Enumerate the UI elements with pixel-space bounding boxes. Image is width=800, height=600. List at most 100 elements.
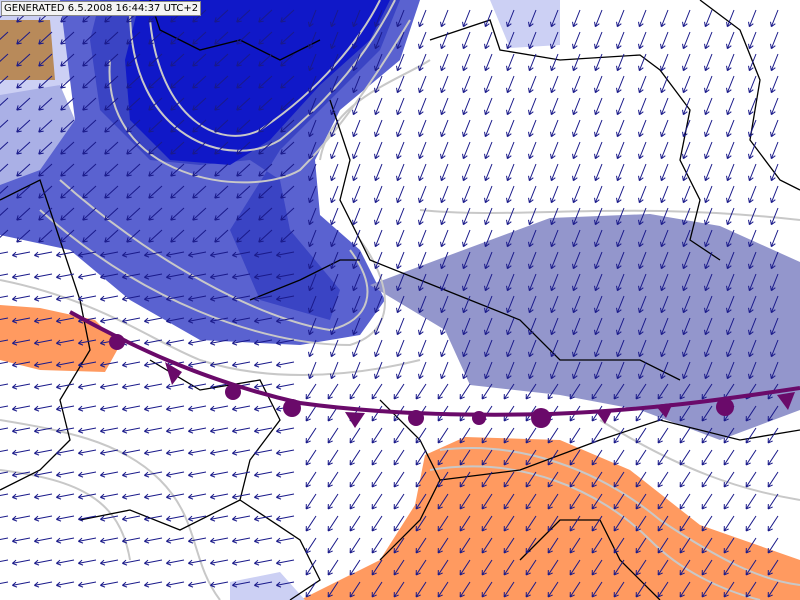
wind-arrow: [572, 317, 581, 336]
wind-arrow: [0, 581, 9, 585]
wind-arrow: [462, 251, 471, 270]
wind-arrow: [148, 141, 163, 155]
wind-arrow: [616, 9, 625, 28]
wind-arrow: [38, 53, 53, 67]
wind-arrow: [330, 339, 339, 358]
wind-arrow: [569, 559, 581, 576]
wind-arrow: [660, 273, 669, 292]
wind-arrow: [308, 53, 317, 72]
wind-arrow: [209, 471, 229, 478]
warm-symbol: [716, 398, 734, 416]
wind-arrow: [770, 317, 779, 336]
wind-arrow: [459, 427, 471, 444]
wind-arrow: [0, 515, 9, 519]
wind-arrow: [770, 163, 779, 182]
wind-arrow: [481, 449, 493, 466]
wind-arrow: [214, 53, 229, 67]
wind-arrow: [258, 75, 273, 89]
wind-arrow: [594, 317, 603, 336]
wind-arrow: [82, 31, 97, 45]
wind-arrow: [726, 273, 735, 292]
wind-arrow: [550, 339, 559, 358]
wind-arrow: [616, 141, 625, 160]
field-brown: [0, 20, 55, 80]
wind-arrow: [767, 537, 779, 554]
wind-arrow: [635, 471, 647, 488]
wind-arrow: [143, 493, 163, 500]
wind-arrow: [253, 471, 273, 478]
wind-arrow: [682, 31, 691, 50]
wind-arrow: [305, 449, 317, 466]
wind-arrow: [192, 53, 207, 67]
warm-symbol: [408, 410, 424, 426]
wind-arrow: [525, 581, 537, 598]
wind-arrow: [148, 119, 163, 133]
wind-arrow: [99, 515, 119, 522]
wind-arrow: [569, 471, 581, 488]
wind-arrow: [143, 515, 163, 522]
wind-arrow: [572, 163, 581, 182]
wind-arrow: [547, 559, 559, 576]
wind-arrow: [99, 295, 119, 302]
wind-arrow: [682, 207, 691, 226]
wind-arrow: [374, 97, 383, 116]
wind-arrow: [38, 141, 53, 155]
wind-arrow: [635, 537, 647, 554]
wind-arrow: [209, 449, 229, 456]
wind-arrow: [506, 317, 515, 336]
wind-arrow: [484, 361, 493, 380]
wind-arrow: [616, 207, 625, 226]
wind-arrow: [143, 295, 163, 302]
wind-arrow: [767, 515, 779, 532]
wind-arrow: [308, 31, 317, 50]
wind-arrow: [38, 97, 53, 111]
wind-arrow: [38, 229, 53, 243]
wind-arrow: [121, 383, 141, 390]
border: [439, 419, 800, 481]
wind-arrow: [462, 141, 471, 160]
wind-arrow: [371, 383, 383, 400]
wind-arrow: [0, 317, 9, 321]
wind-arrow: [16, 53, 31, 67]
wind-arrow: [748, 53, 757, 72]
wind-arrow: [748, 31, 757, 50]
wind-arrow: [308, 97, 317, 116]
wind-arrow: [594, 31, 603, 50]
wind-arrow: [214, 163, 229, 177]
wind-arrow: [393, 581, 405, 598]
wind-arrow: [704, 31, 713, 50]
wind-arrow: [459, 471, 471, 488]
wind-arrow: [236, 9, 251, 23]
wind-arrow: [726, 317, 735, 336]
wind-arrow: [484, 163, 493, 182]
wind-arrow: [77, 383, 97, 390]
wind-arrow: [60, 119, 75, 133]
wind-arrow: [638, 9, 647, 28]
wind-arrow: [745, 471, 757, 488]
wind-arrow: [393, 559, 405, 576]
wind-arrow: [459, 515, 471, 532]
wind-arrow: [258, 31, 273, 45]
wind-arrow: [231, 295, 251, 302]
wind-arrow: [55, 295, 75, 302]
wind-arrow: [459, 449, 471, 466]
wind-arrow: [38, 163, 53, 177]
wind-arrow: [704, 119, 713, 138]
wind-arrow: [236, 31, 251, 45]
wind-arrow: [275, 361, 295, 368]
wind-arrow: [613, 537, 625, 554]
wind-arrow: [327, 427, 339, 444]
wind-arrow: [330, 31, 339, 50]
wind-arrow: [330, 229, 339, 248]
wind-arrow: [418, 229, 427, 248]
wind-arrow: [258, 53, 273, 67]
wind-arrow: [726, 31, 735, 50]
border: [0, 179, 91, 491]
wind-arrow: [55, 339, 75, 346]
wind-arrow: [121, 427, 141, 434]
wind-arrow: [82, 141, 97, 155]
wind-arrow: [77, 273, 97, 280]
wind-arrow: [349, 515, 361, 532]
wind-arrow: [214, 31, 229, 45]
